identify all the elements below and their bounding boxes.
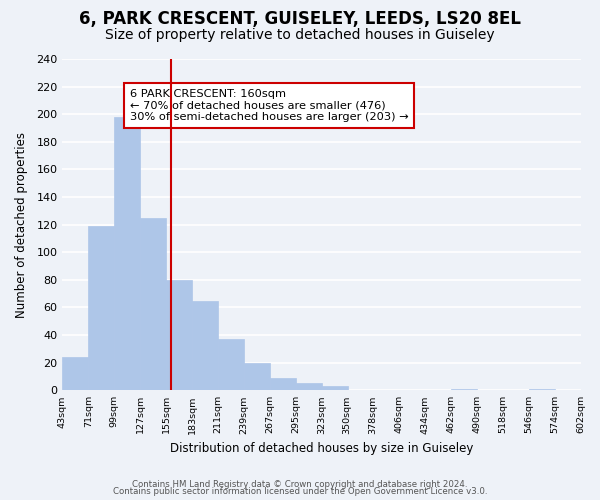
Bar: [88, 226, 115, 390]
Bar: [270, 378, 296, 390]
Bar: [322, 386, 348, 390]
Bar: [115, 117, 140, 390]
Text: Contains public sector information licensed under the Open Government Licence v3: Contains public sector information licen…: [113, 488, 487, 496]
Bar: [244, 362, 270, 390]
Bar: [166, 280, 192, 390]
Text: 6 PARK CRESCENT: 160sqm
← 70% of detached houses are smaller (476)
30% of semi-d: 6 PARK CRESCENT: 160sqm ← 70% of detache…: [130, 89, 409, 122]
Bar: [192, 300, 218, 390]
Text: 6, PARK CRESCENT, GUISELEY, LEEDS, LS20 8EL: 6, PARK CRESCENT, GUISELEY, LEEDS, LS20 …: [79, 10, 521, 28]
Y-axis label: Number of detached properties: Number of detached properties: [15, 132, 28, 318]
Text: Size of property relative to detached houses in Guiseley: Size of property relative to detached ho…: [105, 28, 495, 42]
Bar: [296, 384, 322, 390]
Bar: [218, 339, 244, 390]
Bar: [529, 389, 554, 390]
Bar: [451, 389, 477, 390]
Bar: [140, 218, 166, 390]
Text: Contains HM Land Registry data © Crown copyright and database right 2024.: Contains HM Land Registry data © Crown c…: [132, 480, 468, 489]
Bar: [62, 357, 88, 390]
X-axis label: Distribution of detached houses by size in Guiseley: Distribution of detached houses by size …: [170, 442, 473, 455]
